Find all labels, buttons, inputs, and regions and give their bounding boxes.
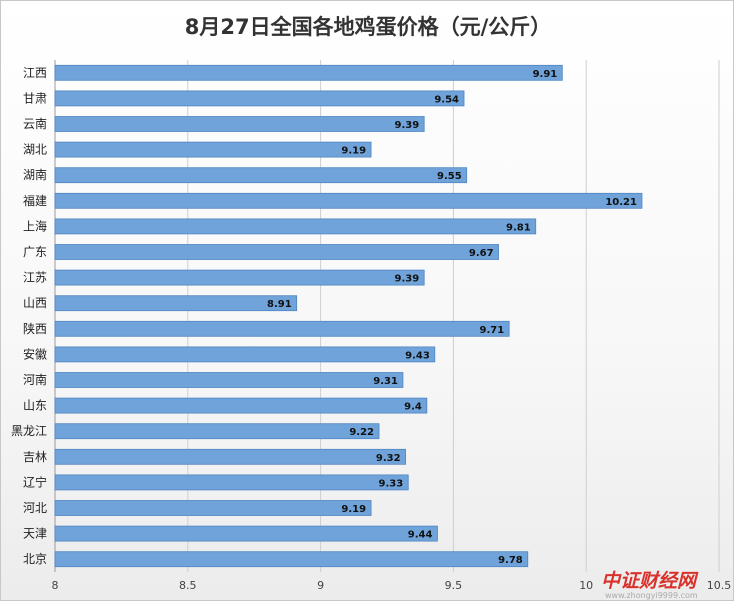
x-tick-labels: 8 8.5 9 9.5 10 10.5 [52,579,732,592]
bar [54,192,643,209]
watermark-logo-text: 中证财经网 [601,570,699,592]
x-tick-label: 10 [579,579,593,592]
watermark-logo: 中证财经网 www.zhongyi9999.com [601,570,699,600]
category-label: 江苏 [23,271,47,285]
bar [54,116,425,132]
x-tick-label: 8 [52,579,59,592]
category-label: 天津 [23,527,47,541]
watermark-url: www.zhongyi9999.com [605,591,698,600]
bar-value-label: 9.33 [379,478,404,489]
bar [54,525,438,542]
bar-value-label: 9.19 [341,146,366,157]
bar [54,423,380,440]
category-label: 湖北 [23,142,47,157]
x-tick-label: 9 [317,579,324,592]
bar-value-label: 9.31 [373,376,398,387]
x-tick-label: 8.5 [179,579,197,592]
category-label: 辽宁 [23,474,47,489]
category-label: 江西 [23,66,47,80]
bar [54,167,468,184]
bar-value-label: 9.55 [437,171,462,182]
bar [54,448,406,465]
bar [54,244,499,260]
bar-value-label: 9.78 [498,555,523,566]
category-label: 山西 [23,296,47,310]
bar [54,372,404,388]
category-label: 广东 [23,245,47,259]
bar-value-label: 9.32 [376,453,401,464]
bar-value-label: 10.21 [605,197,637,208]
category-label: 上海 [23,218,47,233]
bar-value-label: 9.71 [479,325,504,336]
chart-title: 8月27日全国各地鸡蛋价格（元/公斤） [185,15,552,39]
category-label: 安徽 [23,346,47,361]
bar-value-label: 9.91 [533,69,558,80]
category-label: 河南 [23,372,47,387]
bars: 9.91 9.54 9.39 9.19 9.55 10.21 9.81 9.67 9.39 8.9… [54,64,643,568]
bar-value-label: 9.39 [394,120,419,131]
bar [54,474,409,491]
bar-value-label: 9.19 [341,504,366,515]
bar-value-label: 9.4 [404,402,422,413]
bar [54,295,298,312]
bar-value-label: 9.43 [405,350,430,361]
bar-value-label: 8.91 [267,299,292,310]
bar-value-label: 9.54 [434,94,459,105]
x-tick-label: 10.5 [707,579,732,592]
category-label: 黑龙江 [11,424,47,438]
bar-value-label: 9.44 [408,530,433,541]
category-label: 福建 [23,193,47,208]
bar [54,551,529,568]
category-label: 湖南 [23,167,47,182]
category-label: 北京 [23,552,47,566]
bar [54,269,425,286]
category-label: 云南 [23,116,47,131]
category-labels: 江西甘肃云南湖北湖南福建上海广东江苏山西陕西安徽河南山东黑龙江吉林辽宁河北天津北… [11,66,47,566]
bar [54,500,372,516]
bar [54,141,372,158]
grid-lines [54,60,720,572]
category-label: 山东 [23,399,47,413]
bar-value-label: 9.22 [349,427,374,438]
category-label: 甘肃 [23,91,47,105]
bar-value-label: 9.39 [394,274,419,285]
bar [54,64,563,81]
bar [54,218,537,235]
bar [54,346,436,363]
x-tick-label: 9.5 [445,579,463,592]
category-label: 河北 [23,501,47,515]
bar [54,320,510,337]
category-label: 吉林 [23,450,47,464]
bar [54,90,465,107]
bar-value-label: 9.81 [506,222,531,233]
bar [54,397,428,414]
category-label: 陕西 [23,321,47,336]
bar-value-label: 9.67 [469,248,494,259]
